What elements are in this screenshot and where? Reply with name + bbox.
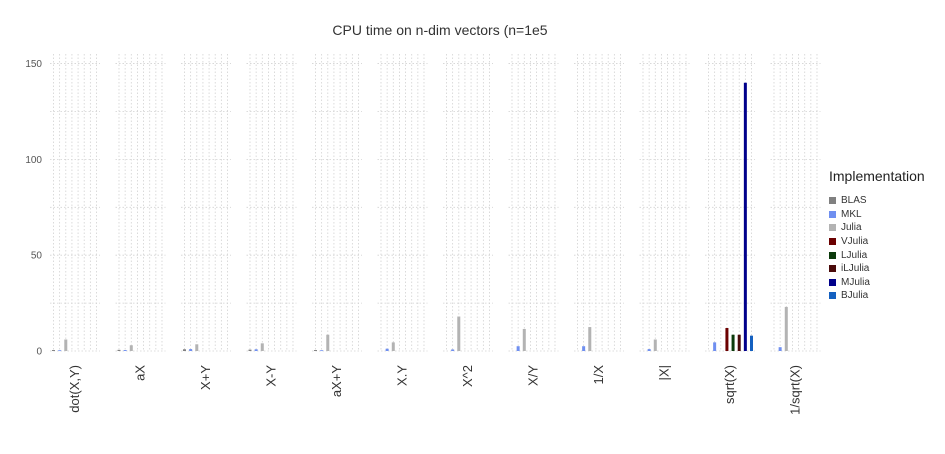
facet-panel-x-y: X+Y <box>181 54 231 390</box>
bar-mkl-dot-x-y <box>58 350 62 352</box>
legend-item-mjulia: MJulia <box>829 276 925 290</box>
legend-label: BJulia <box>841 290 869 302</box>
legend-item-julia: Julia <box>829 221 925 235</box>
legend-item-ljulia: LJulia <box>829 248 925 262</box>
bar-julia-1-sqrt-x <box>784 306 788 351</box>
bar-bjulia-sqrt-x <box>750 335 753 351</box>
bar-blas-ax-y <box>314 350 317 351</box>
bar-julia-1-x <box>588 327 592 351</box>
bar-mkl-x-y <box>516 346 520 351</box>
facet-panel-ax-y: aX+Y <box>312 54 362 397</box>
bar-julia-x-2 <box>457 316 461 351</box>
bar-julia-x-y <box>391 342 395 351</box>
legend-label: iLJulia <box>841 263 870 275</box>
bar-mkl-1-sqrt-x <box>778 347 782 351</box>
category-label: X+Y <box>198 365 213 390</box>
category-label: X-Y <box>264 365 279 387</box>
y-tick-label: 100 <box>25 155 42 166</box>
bar-julia-x <box>653 339 657 351</box>
facet-panel-x-y: X.Y <box>377 54 428 386</box>
facet-panel-1-sqrt-x: 1/sqrt(X) <box>770 54 821 415</box>
legend-item-bjulia: BJulia <box>829 289 925 303</box>
legend-swatch <box>829 210 836 218</box>
bar-julia-ax <box>129 345 133 351</box>
legend-swatch <box>829 251 836 259</box>
legend-swatch <box>829 278 836 286</box>
legend-swatch <box>829 292 836 300</box>
y-tick-label: 150 <box>25 59 42 70</box>
legend-label: MJulia <box>841 276 870 288</box>
category-label: 1/sqrt(X) <box>788 365 803 415</box>
bar-mkl-x-y <box>254 349 258 351</box>
bar-iljulia-sqrt-x <box>737 334 741 351</box>
bar-mkl-x-y <box>189 349 193 351</box>
category-label: X.Y <box>395 365 410 386</box>
bar-mkl-x <box>647 349 651 351</box>
bar-mkl-x-y <box>385 348 389 351</box>
category-label: aX <box>133 365 148 381</box>
facet-panel-x: |X| <box>639 54 690 380</box>
bar-julia-x-y <box>260 343 264 351</box>
bar-mkl-ax-y <box>320 350 324 352</box>
legend-label: BLAS <box>841 195 867 207</box>
facet-panel-x-y: X/Y <box>508 54 559 386</box>
bar-mkl-ax <box>123 350 127 351</box>
bar-julia-x-y <box>195 344 199 351</box>
y-tick-label: 0 <box>36 347 42 358</box>
category-label: X/Y <box>526 365 541 386</box>
category-label: dot(X,Y) <box>67 365 82 413</box>
facet-panel-ax: aX <box>115 54 166 381</box>
legend-label: Julia <box>841 222 862 234</box>
bar-vjulia-sqrt-x <box>725 328 729 351</box>
bar-julia-ax-y <box>326 334 330 351</box>
bar-blas-dot-x-y <box>52 350 55 351</box>
legend: Implementation BLAS MKL Julia VJulia LJulia i… <box>829 168 925 303</box>
bar-ljulia-sqrt-x <box>731 334 735 351</box>
facet-panel-x-2: X^2 <box>443 54 493 387</box>
bar-blas-x-y <box>183 349 186 351</box>
bar-mkl-sqrt-x <box>713 342 717 351</box>
legend-swatch <box>829 224 836 232</box>
legend-item-blas: BLAS <box>829 194 925 208</box>
legend-label: LJulia <box>841 249 868 261</box>
legend-items: BLAS MKL Julia VJulia LJulia iLJulia MJulia BJu… <box>829 194 925 303</box>
bar-mkl-x-2 <box>451 349 455 351</box>
bar-julia-x-y <box>522 328 526 351</box>
facet-panel-1-x: 1/X <box>574 54 624 385</box>
category-label: sqrt(X) <box>722 365 737 404</box>
legend-label: VJulia <box>841 236 869 248</box>
category-label: |X| <box>657 365 672 380</box>
bar-blas-x-y <box>248 349 252 351</box>
bar-mkl-1-x <box>582 346 586 351</box>
legend-item-mkl: MKL <box>829 208 925 222</box>
legend-item-iljulia: iLJulia <box>829 262 925 276</box>
facet-panel-x-y: X-Y <box>246 54 297 387</box>
category-label: aX+Y <box>329 365 344 397</box>
legend-swatch <box>829 238 836 246</box>
facet-panel-sqrt-x: sqrt(X) <box>705 54 755 404</box>
category-label: X^2 <box>460 365 475 387</box>
legend-swatch <box>829 265 836 273</box>
bar-mjulia-sqrt-x <box>743 82 747 351</box>
bar-blas-ax <box>117 349 121 351</box>
chart-title: CPU time on n-dim vectors (n=1e5 <box>332 22 548 38</box>
legend-label: MKL <box>841 208 862 220</box>
facet-panel-dot-x-y: dot(X,Y) <box>50 54 100 413</box>
bar-julia-dot-x-y <box>64 339 68 351</box>
legend-title: Implementation <box>829 168 925 184</box>
legend-item-vjulia: VJulia <box>829 235 925 249</box>
category-label: 1/X <box>591 365 606 385</box>
y-tick-label: 50 <box>31 251 43 262</box>
legend-swatch <box>829 197 836 205</box>
